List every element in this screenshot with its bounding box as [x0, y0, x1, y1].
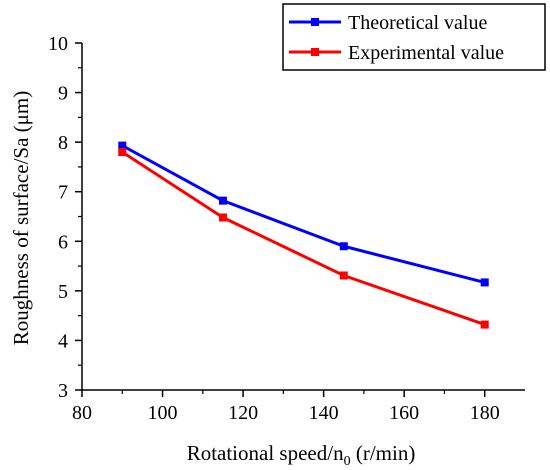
x-axis-title-unit: (r/min) — [351, 441, 416, 465]
y-tick-label: 7 — [58, 182, 68, 204]
x-axis-title: Rotational speed/n0 (r/min) — [187, 441, 416, 469]
plot-area — [118, 141, 489, 329]
x-tick-label: 80 — [72, 402, 92, 424]
legend: Theoretical value Experimental value — [282, 3, 546, 71]
legend-marker-1 — [311, 18, 319, 26]
x-tick-label: 100 — [148, 402, 178, 424]
y-tick-label: 6 — [58, 231, 68, 253]
y-tick-label: 10 — [48, 33, 68, 55]
x-tick-label: 140 — [309, 402, 339, 424]
series-1-point — [218, 196, 227, 205]
y-tick-label: 3 — [58, 380, 68, 402]
x-axis-title-subscript: 0 — [344, 454, 351, 469]
x-tick-label: 160 — [389, 402, 419, 424]
legend-label-1: Theoretical value — [348, 12, 487, 34]
axes: 80 100 120 140 160 180 3 4 5 6 7 8 9 10 — [48, 33, 525, 424]
series-2-point — [339, 271, 348, 280]
legend-label-2: Experimental value — [348, 42, 504, 64]
legend-marker-2 — [311, 48, 319, 56]
series-line-1 — [121, 144, 486, 284]
x-axis-title-main: Rotational speed/n — [187, 441, 344, 465]
legend-box — [282, 3, 546, 71]
y-tick-label: 4 — [58, 330, 68, 352]
series-line-2 — [121, 150, 486, 326]
series-1-point — [118, 141, 127, 150]
y-tick-label: 5 — [58, 281, 68, 303]
series-2-point — [480, 320, 489, 329]
series-2-point — [218, 213, 227, 222]
y-axis-title: Roughness of surface/Sa (μm) — [9, 91, 33, 345]
y-tick-label: 8 — [58, 132, 68, 154]
series-2-point — [118, 148, 127, 157]
series-1-point — [339, 242, 348, 251]
y-tick-label: 9 — [58, 83, 68, 105]
series-1-point — [480, 278, 489, 287]
x-tick-label: 180 — [470, 402, 500, 424]
x-tick-label: 120 — [228, 402, 258, 424]
